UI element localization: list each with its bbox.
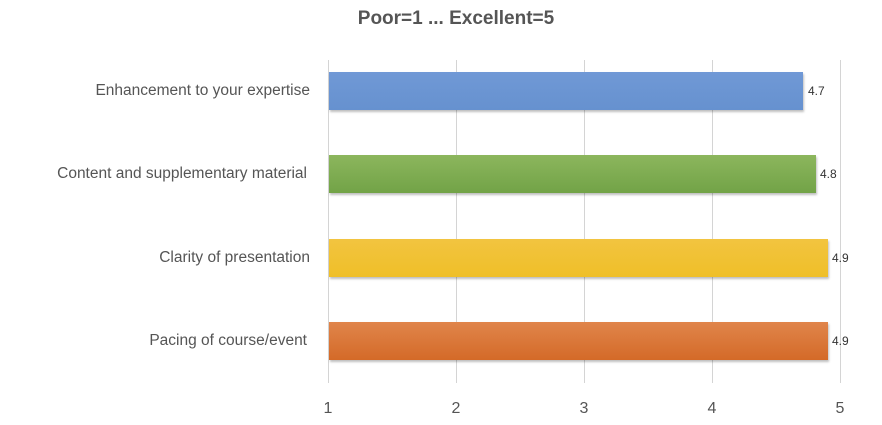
x-tick-1: 1 — [323, 400, 333, 417]
x-tick-4: 4 — [707, 400, 717, 417]
value-label-clarity: 4.9 — [832, 251, 849, 265]
category-label-enhancement: Enhancement to your expertise — [95, 82, 310, 99]
bar-content — [329, 155, 816, 193]
chart-title: Poor=1 ... Excellent=5 — [357, 8, 555, 29]
gridline-4 — [712, 60, 713, 383]
value-label-pacing: 4.9 — [832, 334, 849, 348]
bar-pacing — [329, 322, 828, 360]
value-label-enhancement: 4.7 — [808, 84, 825, 98]
bar-enhancement — [329, 72, 803, 110]
category-label-clarity: Clarity of presentation — [159, 249, 310, 266]
category-axis-line — [328, 60, 329, 383]
category-label-content: Content and supplementary material — [57, 165, 307, 182]
x-tick-3: 3 — [579, 400, 589, 417]
bar-clarity — [329, 239, 828, 277]
x-tick-2: 2 — [451, 400, 461, 417]
gridline-3 — [584, 60, 585, 383]
plot-area: 4.7 4.8 4.9 4.9 — [328, 60, 849, 383]
gridline-2 — [456, 60, 457, 383]
value-label-content: 4.8 — [820, 167, 837, 181]
category-label-pacing: Pacing of course/event — [149, 332, 307, 349]
gridline-5 — [840, 60, 841, 383]
x-tick-5: 5 — [835, 400, 845, 417]
